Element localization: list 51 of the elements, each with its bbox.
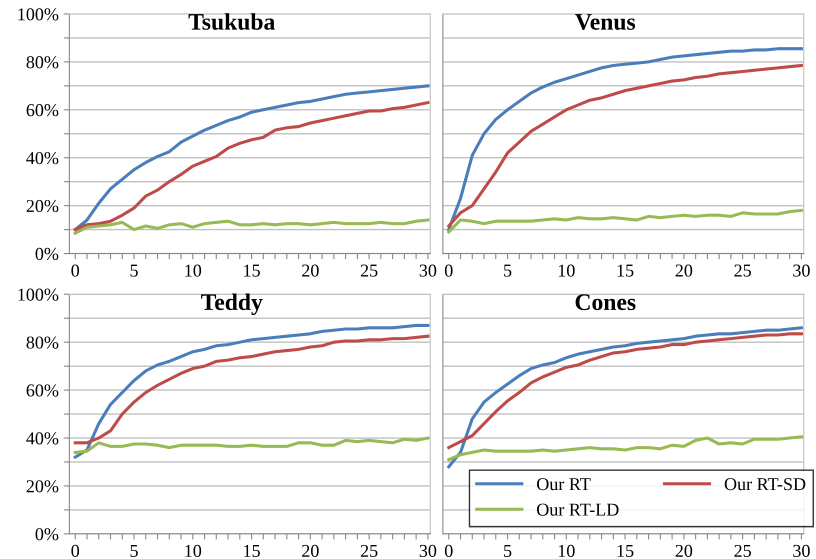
- y-tick-label: 60%: [26, 384, 58, 397]
- y-tick-label: 100%: [18, 8, 58, 20]
- x-tick-label: 0: [71, 544, 80, 557]
- x-tick-label: 20: [676, 264, 692, 277]
- y-tick-label: 80%: [26, 336, 58, 349]
- legend-label: Our RT: [537, 478, 591, 490]
- y-tick-label: 40%: [26, 152, 58, 164]
- chart-title: Tsukuba: [188, 13, 275, 30]
- x-tick-label: 30: [793, 264, 810, 277]
- line-series: [74, 218, 430, 235]
- chart-title: Teddy: [201, 294, 263, 315]
- x-tick-label: 10: [185, 544, 202, 557]
- x-tick-label: 10: [558, 264, 575, 277]
- x-tick-label: 25: [360, 264, 378, 277]
- x-tick-label: 15: [618, 544, 634, 557]
- x-tick-label: 15: [244, 544, 260, 557]
- x-tick-label: 0: [444, 264, 453, 277]
- x-tick-label: 30: [793, 544, 810, 557]
- chart-title: Cones: [576, 294, 636, 310]
- y-tick-label: 100%: [18, 288, 58, 301]
- y-tick-label: 60%: [26, 104, 58, 116]
- x-tick-label: 15: [618, 264, 634, 277]
- y-tick-label: 20%: [26, 480, 58, 492]
- x-tick-label: 20: [302, 264, 319, 277]
- x-tick-label: 5: [130, 264, 138, 277]
- y-tick-label: 0%: [36, 248, 58, 260]
- x-tick-label: 10: [558, 544, 575, 557]
- x-tick-label: 20: [676, 544, 692, 557]
- x-tick-label: 10: [185, 264, 202, 277]
- x-tick-label: 25: [734, 544, 751, 557]
- line-series: [74, 324, 430, 459]
- x-tick-label: 0: [444, 544, 453, 557]
- y-tick-label: 40%: [26, 432, 58, 445]
- y-tick-label: 20%: [26, 200, 58, 212]
- x-tick-label: 5: [504, 544, 512, 557]
- y-tick-label: 0%: [36, 528, 58, 540]
- legend-label: Our RT-SD: [724, 478, 806, 490]
- x-tick-label: 30: [420, 544, 436, 557]
- y-tick-label: 80%: [26, 56, 58, 68]
- x-tick-label: 25: [360, 544, 378, 557]
- x-tick-label: 5: [504, 264, 512, 277]
- legend-label: Our RT-LD: [537, 504, 619, 516]
- chart-title: Venus: [575, 14, 636, 30]
- x-tick-label: 30: [420, 264, 436, 277]
- x-tick-label: 0: [71, 264, 80, 277]
- line-series: [74, 436, 430, 454]
- x-tick-label: 15: [244, 264, 260, 277]
- line-series: [74, 334, 430, 444]
- x-tick-label: 20: [302, 544, 319, 557]
- x-tick-label: 25: [734, 264, 751, 277]
- x-tick-label: 5: [130, 544, 138, 557]
